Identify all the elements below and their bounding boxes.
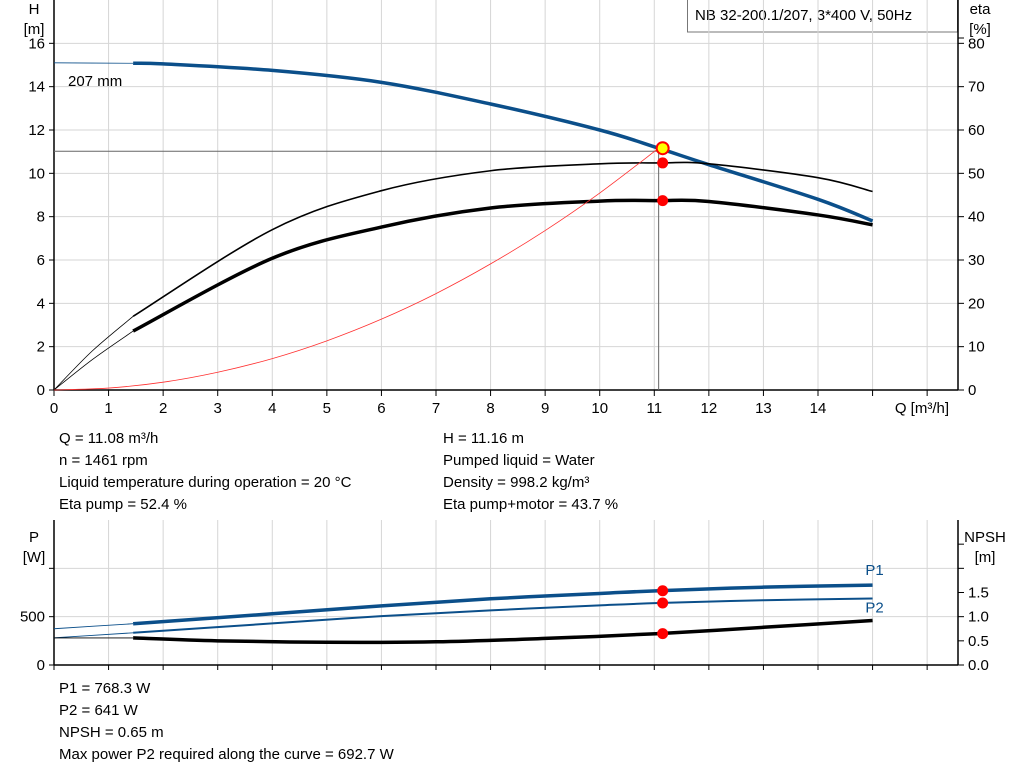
right-axis-tick-label: 30	[968, 252, 985, 269]
series-line-P1	[133, 583, 873, 626]
info-liquid: Pumped liquid = Water	[443, 452, 595, 469]
info-speed: n = 1461 rpm	[59, 452, 148, 469]
left-axis-tick-label: 2	[37, 339, 45, 356]
x-axis-tick-label: 4	[268, 400, 276, 417]
left-axis-tick-label: 10	[28, 165, 45, 182]
info-eta-pump-motor: Eta pump+motor = 43.7 %	[443, 496, 619, 513]
right-axis-tick-label: 20	[968, 295, 985, 312]
series-extension-P1	[53, 623, 134, 630]
x-axis-tick-label: 7	[432, 400, 440, 417]
series-line-eta_pump	[132, 161, 873, 318]
info-npsh: NPSH = 0.65 m	[59, 724, 164, 741]
right-axis-tick-label: 0.5	[968, 633, 989, 650]
x-axis-tick-label: 10	[591, 400, 608, 417]
left-axis-label: H	[29, 1, 40, 18]
left-axis-tick-label: 0	[37, 657, 45, 674]
left-axis-label: P	[29, 529, 39, 546]
curve-label-impeller: 207 mm	[68, 73, 122, 90]
x-axis-tick-label: 2	[159, 400, 167, 417]
x-axis-tick-label: 5	[323, 400, 331, 417]
info-eta-pump: Eta pump = 52.4 %	[59, 496, 187, 513]
series-extension-eta_pump	[53, 316, 134, 391]
operating-point-npsh	[657, 628, 669, 640]
series-line-NPSH	[133, 618, 873, 645]
title-box	[687, 0, 958, 33]
x-axis-tick-label: 3	[214, 400, 222, 417]
left-axis-tick-label: 6	[37, 252, 45, 269]
title-text: NB 32-200.1/207, 3*400 V, 50Hz	[695, 7, 912, 24]
right-axis-label: NPSH	[964, 529, 1006, 546]
left-axis-tick-label: 12	[28, 122, 45, 139]
right-axis-label: eta	[970, 1, 992, 18]
x-axis-tick-label: 14	[810, 400, 827, 417]
operating-point-head	[655, 141, 670, 156]
left-axis-tick-label: 4	[37, 295, 45, 312]
x-axis-tick-label: 11	[646, 400, 662, 417]
operating-point-eta-pump-motor	[657, 195, 669, 207]
right-axis-tick-label: 60	[968, 122, 985, 139]
info-flow: Q = 11.08 m³/h	[59, 430, 159, 447]
series-label-P2: P2	[865, 599, 883, 616]
left-axis-tick-label: 500	[20, 609, 45, 626]
x-axis-tick-label: 0	[50, 400, 58, 417]
x-axis-tick-label: 1	[104, 400, 112, 417]
left-axis-tick-label: 16	[28, 35, 45, 52]
info-p2: P2 = 641 W	[59, 702, 138, 719]
x-axis-tick-label: 9	[541, 400, 549, 417]
x-axis-tick-label: 6	[377, 400, 385, 417]
series-label-P1: P1	[865, 562, 883, 579]
right-axis-tick-label: 40	[968, 209, 985, 226]
right-axis-unit: [%]	[969, 21, 991, 38]
info-temperature: Liquid temperature during operation = 20…	[59, 474, 352, 491]
operating-point-p2	[657, 597, 669, 609]
right-axis-tick-label: 70	[968, 79, 985, 96]
right-axis-tick-label: 1.5	[968, 585, 989, 602]
series-line-eta_pump_motor	[132, 198, 873, 333]
info-top-left: Q = 11.08 m³/h n = 1461 rpm Liquid tempe…	[59, 428, 351, 516]
series-line-H	[133, 61, 874, 223]
operating-point-eta-pump	[657, 157, 669, 169]
left-axis-tick-label: 8	[37, 209, 45, 226]
right-axis-tick-label: 80	[968, 35, 985, 52]
info-density: Density = 998.2 kg/m³	[443, 474, 590, 491]
right-axis-tick-label: 10	[968, 339, 985, 356]
info-bottom: P1 = 768.3 W P2 = 641 W NPSH = 0.65 m Ma…	[59, 678, 394, 766]
x-axis-tick-label: 8	[486, 400, 494, 417]
x-axis-tick-label: 12	[701, 400, 718, 417]
left-axis-tick-label: 0	[37, 382, 45, 399]
info-head: H = 11.16 m	[443, 430, 525, 447]
left-axis-tick-label: 14	[28, 79, 45, 96]
right-axis-tick-label: 0.0	[968, 657, 989, 674]
operating-point-p1	[657, 585, 669, 597]
series-extension-P2	[53, 632, 134, 639]
x-axis-tick-label: 13	[755, 400, 772, 417]
info-p1: P1 = 768.3 W	[59, 680, 151, 697]
left-axis-unit: [W]	[23, 549, 46, 566]
series-line-P2	[133, 597, 873, 634]
left-axis-unit: [m]	[24, 21, 45, 38]
series-extension-eta_pump_motor	[53, 330, 134, 391]
x-axis-label: Q [m³/h]	[895, 400, 949, 417]
series-line-system_curve	[53, 147, 659, 391]
info-top-right: H = 11.16 m Pumped liquid = Water Densit…	[443, 428, 618, 516]
right-axis-tick-label: 1.0	[968, 609, 989, 626]
right-axis-tick-label: 0	[968, 382, 976, 399]
right-axis-tick-label: 50	[968, 165, 985, 182]
info-max-power: Max power P2 required along the curve = …	[59, 746, 394, 763]
right-axis-unit: [m]	[975, 549, 996, 566]
